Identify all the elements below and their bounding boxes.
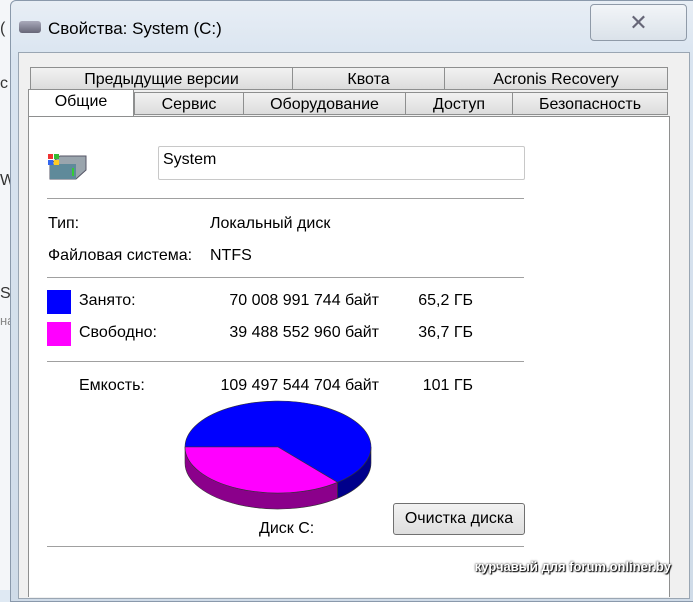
- disk-usage-pie: [184, 400, 372, 510]
- tab-general[interactable]: Общие: [28, 89, 134, 116]
- tab-service[interactable]: Сервис: [134, 92, 244, 115]
- pie-slice-free: [184, 446, 339, 494]
- divider: [47, 546, 524, 547]
- free-bytes: 39 488 552 960 байт: [229, 324, 379, 341]
- bg-text: с: [0, 75, 8, 92]
- capacity-label: Емкость:: [79, 377, 145, 394]
- volume-name-input[interactable]: System: [158, 146, 525, 180]
- divider: [47, 277, 524, 278]
- tab-quota[interactable]: Квота: [292, 67, 445, 90]
- window-title: Свойства: System (C:): [48, 19, 222, 38]
- used-color-swatch: [47, 290, 71, 314]
- disk-cleanup-button[interactable]: Очистка диска: [393, 503, 525, 535]
- hard-drive-icon: [48, 154, 87, 180]
- capacity-bytes: 109 497 544 704 байт: [220, 377, 379, 394]
- tab-acronis-recovery[interactable]: Acronis Recovery: [444, 67, 668, 90]
- bg-text: S: [0, 285, 11, 302]
- free-label: Свободно:: [79, 324, 157, 341]
- tab-hardware[interactable]: Оборудование: [243, 92, 406, 115]
- tab-previous-versions[interactable]: Предыдущие версии: [30, 67, 293, 90]
- tab-sharing[interactable]: Доступ: [405, 92, 513, 115]
- disk-label: Диск C:: [259, 520, 315, 537]
- used-gb: 65,2 ГБ: [418, 292, 473, 309]
- tab-security[interactable]: Безопасность: [512, 92, 668, 115]
- pie-slice-used: [184, 400, 372, 483]
- used-label: Занято:: [79, 292, 136, 309]
- capacity-gb: 101 ГБ: [422, 377, 473, 394]
- type-label: Тип:: [48, 215, 80, 232]
- divider: [47, 198, 524, 199]
- free-color-swatch: [47, 322, 71, 346]
- general-panel: [28, 116, 670, 597]
- type-value: Локальный диск: [210, 215, 331, 232]
- free-gb: 36,7 ГБ: [418, 324, 473, 341]
- fs-value: NTFS: [210, 247, 252, 264]
- close-button[interactable]: ✕: [590, 4, 687, 41]
- bg-text: (: [0, 20, 6, 37]
- watermark: курчавый для forum.onliner.by: [474, 559, 671, 574]
- used-bytes: 70 008 991 744 байт: [229, 292, 379, 309]
- drive-icon: [19, 21, 41, 33]
- fs-label: Файловая система:: [48, 247, 193, 264]
- divider: [47, 361, 524, 362]
